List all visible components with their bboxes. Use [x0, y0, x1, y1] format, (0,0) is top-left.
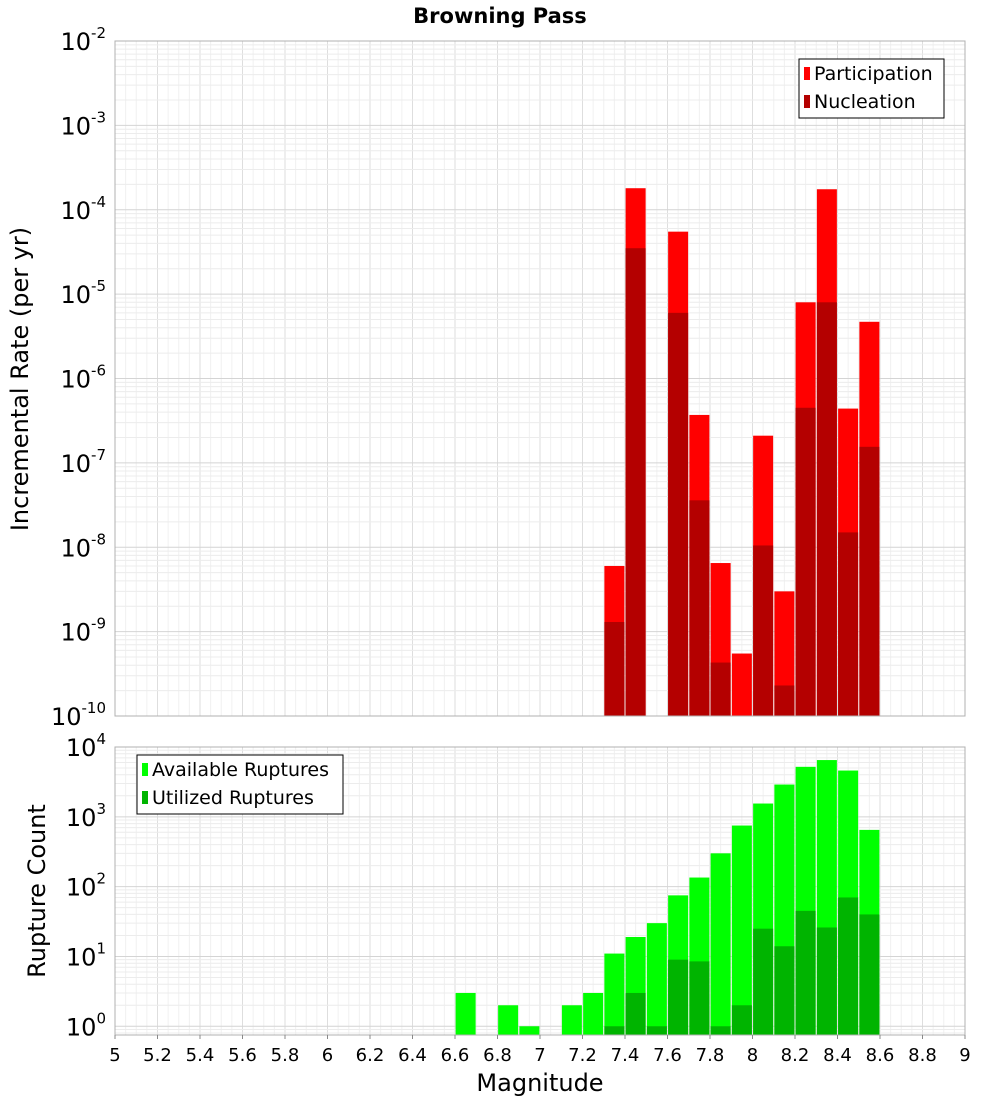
- rate-bar-inner: [625, 248, 646, 717]
- count-bar-outer: [561, 1005, 582, 1035]
- x-tick-label: 8: [747, 1045, 758, 1066]
- count-bar-inner: [668, 959, 689, 1035]
- count-bar-outer: [519, 1026, 540, 1035]
- rate-y-tick-label: 10-3: [60, 108, 106, 140]
- count-legend: [136, 754, 344, 815]
- x-tick-label: 8.6: [866, 1045, 895, 1066]
- x-tick-label: 6: [322, 1045, 333, 1066]
- count-bar-outer: [604, 953, 625, 1035]
- rate-y-axis-label: Incremental Rate (per yr): [6, 227, 34, 531]
- count-bar-outer: [710, 853, 731, 1035]
- count-bar-inner: [604, 1026, 625, 1035]
- x-tick-label: 7.8: [696, 1045, 725, 1066]
- x-tick-label: 5.2: [143, 1045, 172, 1066]
- count-y-tick-label: 100: [66, 1009, 106, 1041]
- rate-bar-inner: [774, 685, 795, 716]
- count-y-tick-label: 101: [66, 939, 106, 971]
- rate-y-tick-label: 10-9: [60, 615, 106, 647]
- chart-title: Browning Pass: [413, 4, 587, 28]
- count-bar-inner: [689, 961, 710, 1035]
- count-bar-inner: [838, 897, 859, 1035]
- count-bar-inner: [795, 910, 816, 1035]
- count-legend-label: Utilized Ruptures: [152, 787, 314, 809]
- count-bar-inner: [859, 914, 880, 1035]
- count-bar-inner: [753, 928, 774, 1035]
- rate-bar-inner: [710, 662, 731, 716]
- x-tick-label: 7.2: [568, 1045, 597, 1066]
- rate-bar-inner: [689, 500, 710, 716]
- count-bar-inner: [625, 992, 646, 1035]
- x-tick-label: 5: [109, 1045, 120, 1066]
- x-tick-label: 6.4: [398, 1045, 427, 1066]
- rate-y-tick-label: 10-2: [60, 24, 106, 56]
- rate-bar-inner: [795, 407, 816, 716]
- count-bar-inner: [710, 1026, 731, 1035]
- count-legend-swatch: [142, 791, 148, 804]
- count-legend-label: Available Ruptures: [152, 759, 329, 781]
- rate-bar-inner: [838, 532, 859, 716]
- rate-y-tick-label: 10-7: [60, 446, 106, 478]
- rate-legend-swatch: [804, 95, 810, 108]
- rate-y-tick-label: 10-10: [51, 699, 106, 731]
- x-tick-label: 7.6: [653, 1045, 682, 1066]
- rate-y-tick-label: 10-8: [60, 530, 106, 562]
- x-axis-label: Magnitude: [476, 1069, 603, 1097]
- x-tick-label: 6.6: [441, 1045, 470, 1066]
- rate-legend: [798, 58, 945, 119]
- x-tick-label: 8.8: [908, 1045, 937, 1066]
- rate-bar-inner: [668, 312, 689, 716]
- rate-bar-outer: [774, 591, 795, 716]
- rate-bar-inner: [604, 622, 625, 716]
- count-bar-outer: [731, 825, 752, 1035]
- count-y-tick-label: 103: [66, 800, 106, 832]
- x-tick-label: 9: [959, 1045, 970, 1066]
- x-tick-label: 7: [534, 1045, 545, 1066]
- rate-legend-label: Nucleation: [814, 91, 916, 113]
- rate-y-tick-label: 10-5: [60, 277, 106, 309]
- rate-bar-inner: [859, 446, 880, 716]
- count-y-tick-label: 104: [66, 730, 106, 762]
- count-bar-outer: [498, 1005, 519, 1035]
- rate-legend-swatch: [804, 67, 810, 80]
- rate-plot-frame: [114, 40, 966, 717]
- rate-legend-label: Participation: [814, 63, 933, 85]
- rate-bar-inner: [753, 545, 774, 716]
- x-tick-label: 8.2: [781, 1045, 810, 1066]
- x-tick-label: 8.4: [823, 1045, 852, 1066]
- count-bar-inner: [731, 1005, 752, 1035]
- x-tick-label: 6.8: [483, 1045, 512, 1066]
- count-legend-swatch: [142, 763, 148, 776]
- count-bar-inner: [816, 927, 837, 1035]
- x-tick-label: 6.2: [356, 1045, 385, 1066]
- rate-y-tick-label: 10-4: [60, 193, 106, 225]
- count-bar-inner: [774, 946, 795, 1035]
- x-tick-label: 5.6: [228, 1045, 257, 1066]
- count-y-tick-label: 102: [66, 870, 106, 902]
- x-tick-label: 5.4: [186, 1045, 215, 1066]
- count-bar-outer: [646, 923, 667, 1035]
- x-tick-label: 5.8: [271, 1045, 300, 1066]
- count-bar-outer: [583, 992, 604, 1035]
- count-bar-outer: [455, 992, 476, 1035]
- x-tick-label: 7.4: [611, 1045, 640, 1066]
- count-y-axis-label: Rupture Count: [23, 804, 51, 978]
- rate-bar-inner: [816, 302, 837, 716]
- rate-bar-outer: [731, 653, 752, 716]
- rate-y-tick-label: 10-6: [60, 362, 106, 394]
- count-bar-inner: [646, 1026, 667, 1035]
